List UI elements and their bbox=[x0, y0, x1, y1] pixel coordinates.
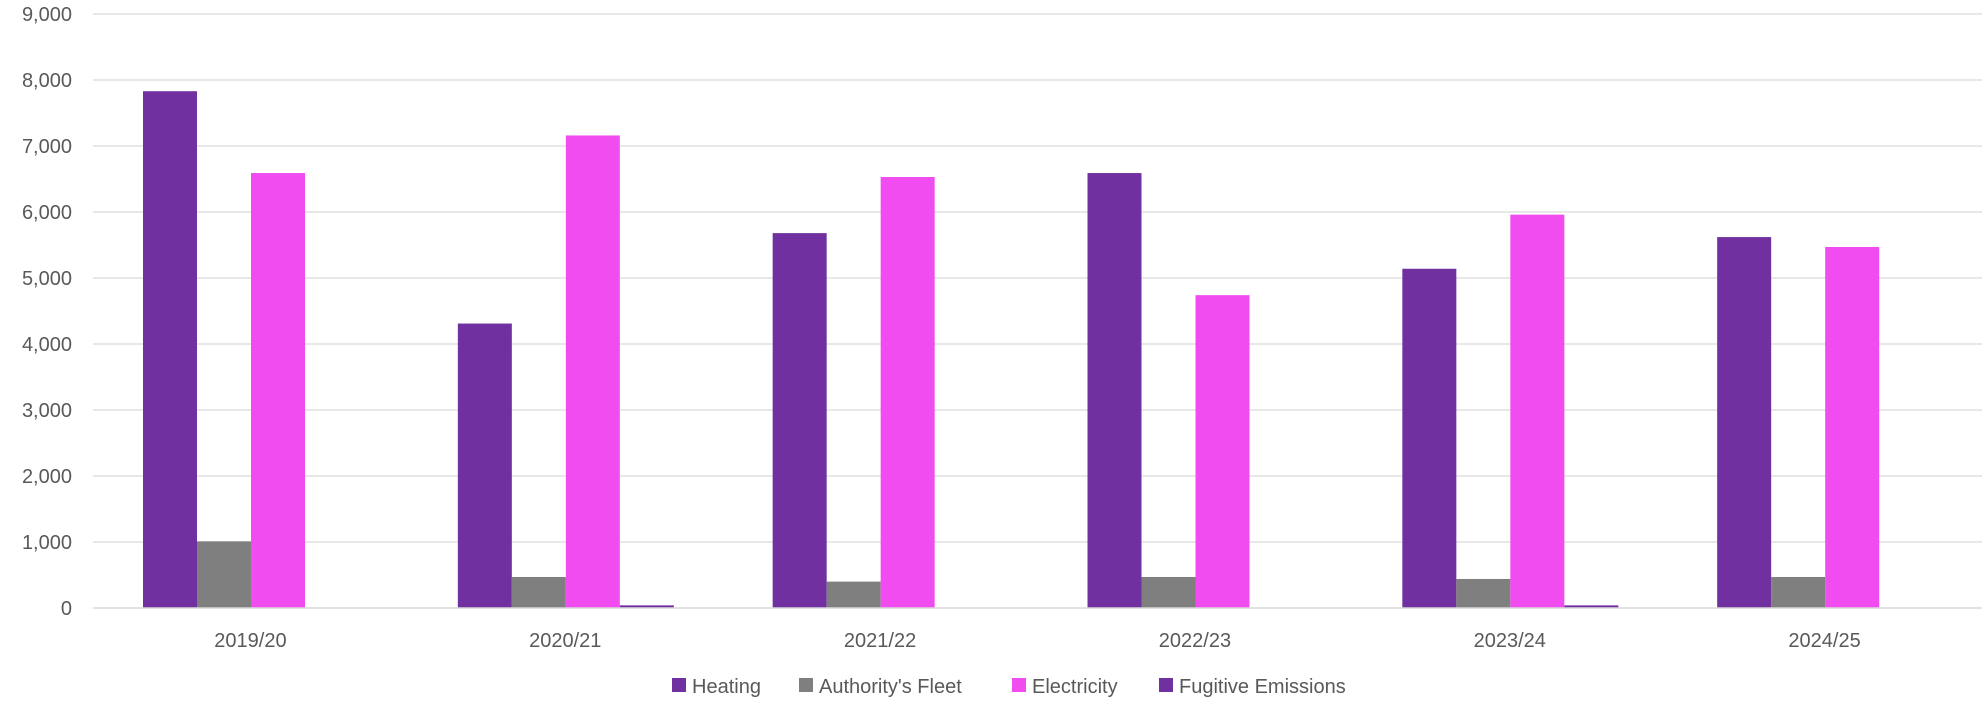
legend-swatch bbox=[672, 678, 686, 692]
y-tick-label: 8,000 bbox=[22, 70, 72, 92]
legend-label: Authority's Fleet bbox=[819, 676, 962, 698]
gridlines bbox=[93, 13, 1982, 543]
bar bbox=[1717, 237, 1772, 608]
bar bbox=[619, 605, 674, 608]
bar bbox=[457, 323, 512, 608]
legend-item: Fugitive Emissions bbox=[1159, 676, 1346, 698]
bar bbox=[1456, 578, 1511, 608]
bar bbox=[880, 177, 935, 608]
bar bbox=[1510, 214, 1565, 608]
legend: Heating Authority's Fleet Electricity Fugit… bbox=[672, 676, 1346, 698]
bar bbox=[1195, 295, 1250, 608]
y-tick-label: 9,000 bbox=[22, 4, 72, 26]
legend-item: Heating bbox=[672, 676, 761, 698]
bar bbox=[511, 576, 566, 608]
legend-item: Electricity bbox=[1012, 676, 1118, 698]
bar bbox=[1564, 605, 1619, 608]
y-tick-label: 1,000 bbox=[22, 532, 72, 554]
bar bbox=[143, 91, 197, 609]
bar bbox=[197, 541, 251, 608]
bar bbox=[1087, 173, 1142, 608]
x-category-label: 2022/23 bbox=[1159, 630, 1231, 652]
bar bbox=[826, 581, 881, 608]
x-category-label: 2023/24 bbox=[1474, 630, 1546, 652]
y-tick-label: 2,000 bbox=[22, 466, 72, 488]
legend-label: Electricity bbox=[1032, 676, 1118, 698]
bars bbox=[143, 91, 1880, 609]
legend-swatch bbox=[799, 678, 813, 692]
bar bbox=[1141, 576, 1196, 608]
legend-item: Authority's Fleet bbox=[799, 676, 962, 698]
x-category-label: 2019/20 bbox=[214, 630, 286, 652]
x-category-label: 2024/25 bbox=[1788, 630, 1860, 652]
bar bbox=[251, 173, 305, 608]
bar bbox=[772, 233, 827, 608]
bar bbox=[1402, 268, 1457, 608]
y-tick-label: 6,000 bbox=[22, 202, 72, 224]
x-category-label: 2021/22 bbox=[844, 630, 916, 652]
x-category-label: 2020/21 bbox=[529, 630, 601, 652]
legend-swatch bbox=[1012, 678, 1026, 692]
legend-label: Fugitive Emissions bbox=[1179, 676, 1346, 698]
y-tick-label: 4,000 bbox=[22, 334, 72, 356]
legend-swatch bbox=[1159, 678, 1173, 692]
y-axis-tick-labels: 0 1,000 2,000 3,000 4,000 5,000 6,000 7,000 8,00… bbox=[22, 4, 72, 620]
bar bbox=[1771, 576, 1826, 608]
y-tick-label: 3,000 bbox=[22, 400, 72, 422]
y-tick-label: 7,000 bbox=[22, 136, 72, 158]
bar bbox=[1825, 246, 1880, 609]
legend-label: Heating bbox=[692, 676, 761, 698]
x-axis: 2019/20 2020/21 2021/22 2022/23 2023/24 2024/… bbox=[93, 607, 1982, 652]
y-tick-label: 5,000 bbox=[22, 268, 72, 290]
y-tick-label: 0 bbox=[61, 598, 72, 620]
bar bbox=[565, 135, 620, 608]
